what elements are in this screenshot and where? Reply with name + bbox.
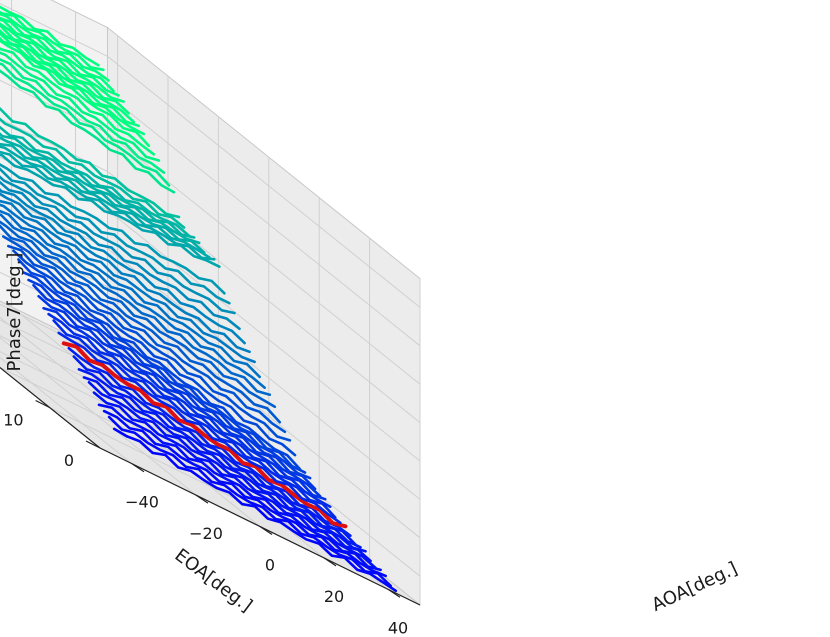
series-line — [82, 376, 367, 553]
y-tick-label: 0 — [64, 451, 74, 470]
series-line — [0, 203, 262, 379]
x-tick-mark — [131, 463, 145, 473]
series-line — [42, 306, 327, 501]
series-line — [0, 153, 221, 269]
y-tick-mark — [85, 440, 101, 449]
series-line — [0, 145, 211, 259]
x-tick-mark — [195, 494, 209, 504]
grid-line — [0, 118, 108, 172]
series-line — [0, 209, 267, 390]
y-tick-mark — [35, 399, 50, 409]
series-line — [112, 427, 398, 593]
x-tick-label: 0 — [265, 556, 275, 575]
grid-line — [107, 286, 421, 539]
series-line — [0, 213, 272, 397]
series-line — [0, 69, 176, 194]
grid-line — [0, 233, 108, 288]
series-line — [0, 192, 251, 354]
series-line — [0, 187, 246, 345]
series-line — [87, 380, 372, 563]
series-line — [0, 24, 130, 115]
x-tick-label: −20 — [189, 524, 223, 543]
series-line — [97, 403, 382, 572]
series-line — [57, 331, 342, 525]
series-line — [27, 278, 312, 480]
series-line — [0, 39, 151, 148]
y-tick-label: 10 — [3, 411, 23, 430]
series-line — [0, 117, 186, 229]
series-line — [47, 312, 332, 509]
series-lines — [0, 5, 398, 593]
series-line — [0, 199, 256, 364]
series-line — [0, 136, 201, 245]
series-line — [0, 28, 135, 124]
series-line — [37, 294, 322, 498]
series-line — [92, 391, 377, 570]
series-line — [0, 16, 115, 93]
series-line — [7, 244, 292, 442]
series-line — [0, 167, 231, 305]
x-tick-label: −40 — [125, 493, 159, 512]
series-line — [0, 58, 166, 174]
series-line — [0, 163, 226, 295]
series-line — [77, 367, 362, 549]
z-axis-label: Phase7[deg.] — [4, 253, 25, 372]
series-line — [0, 46, 156, 156]
x-tick-mark — [387, 588, 401, 598]
series-line — [72, 355, 357, 546]
series-line — [0, 51, 161, 162]
series-line — [0, 107, 181, 219]
series-line — [1, 235, 287, 434]
series-line — [0, 10, 105, 72]
series-line — [0, 220, 277, 409]
grid-line — [0, 156, 108, 211]
tick-labels: 801001201401601802002200102030405060−40−… — [3, 399, 408, 637]
y-axis-label: EOA[deg.] — [171, 545, 257, 617]
series-line — [0, 224, 282, 424]
series-line — [0, 31, 140, 128]
series-line — [0, 142, 206, 254]
x-tick-label: 20 — [324, 587, 344, 606]
grid-line — [0, 2, 108, 57]
series-line — [67, 346, 352, 538]
highlighted-series-line — [61, 341, 348, 529]
series-line — [22, 271, 307, 474]
series-line — [0, 18, 120, 97]
series-line — [107, 415, 393, 588]
series-line — [0, 150, 216, 261]
x-tick-mark — [323, 557, 337, 567]
series-line — [0, 125, 191, 238]
grid-line — [107, 55, 421, 308]
grid-line — [107, 94, 421, 347]
series-line — [0, 175, 236, 315]
series-line — [32, 283, 317, 491]
series-line — [0, 180, 241, 331]
series-line — [0, 36, 146, 136]
grid-line — [107, 247, 421, 500]
series-line — [17, 258, 302, 471]
series-line — [12, 249, 297, 457]
x-tick-mark — [259, 526, 273, 535]
series-line — [52, 319, 337, 519]
grid-line — [107, 209, 421, 462]
series-line — [0, 22, 125, 103]
series-line — [0, 5, 100, 67]
series-line — [0, 62, 171, 187]
x-tick-label: 40 — [388, 618, 408, 637]
series-line — [0, 12, 110, 82]
grid-line — [0, 79, 108, 134]
series-line — [0, 132, 196, 239]
x-axis-label: AOA[deg.] — [649, 558, 741, 616]
series-line — [102, 409, 388, 578]
